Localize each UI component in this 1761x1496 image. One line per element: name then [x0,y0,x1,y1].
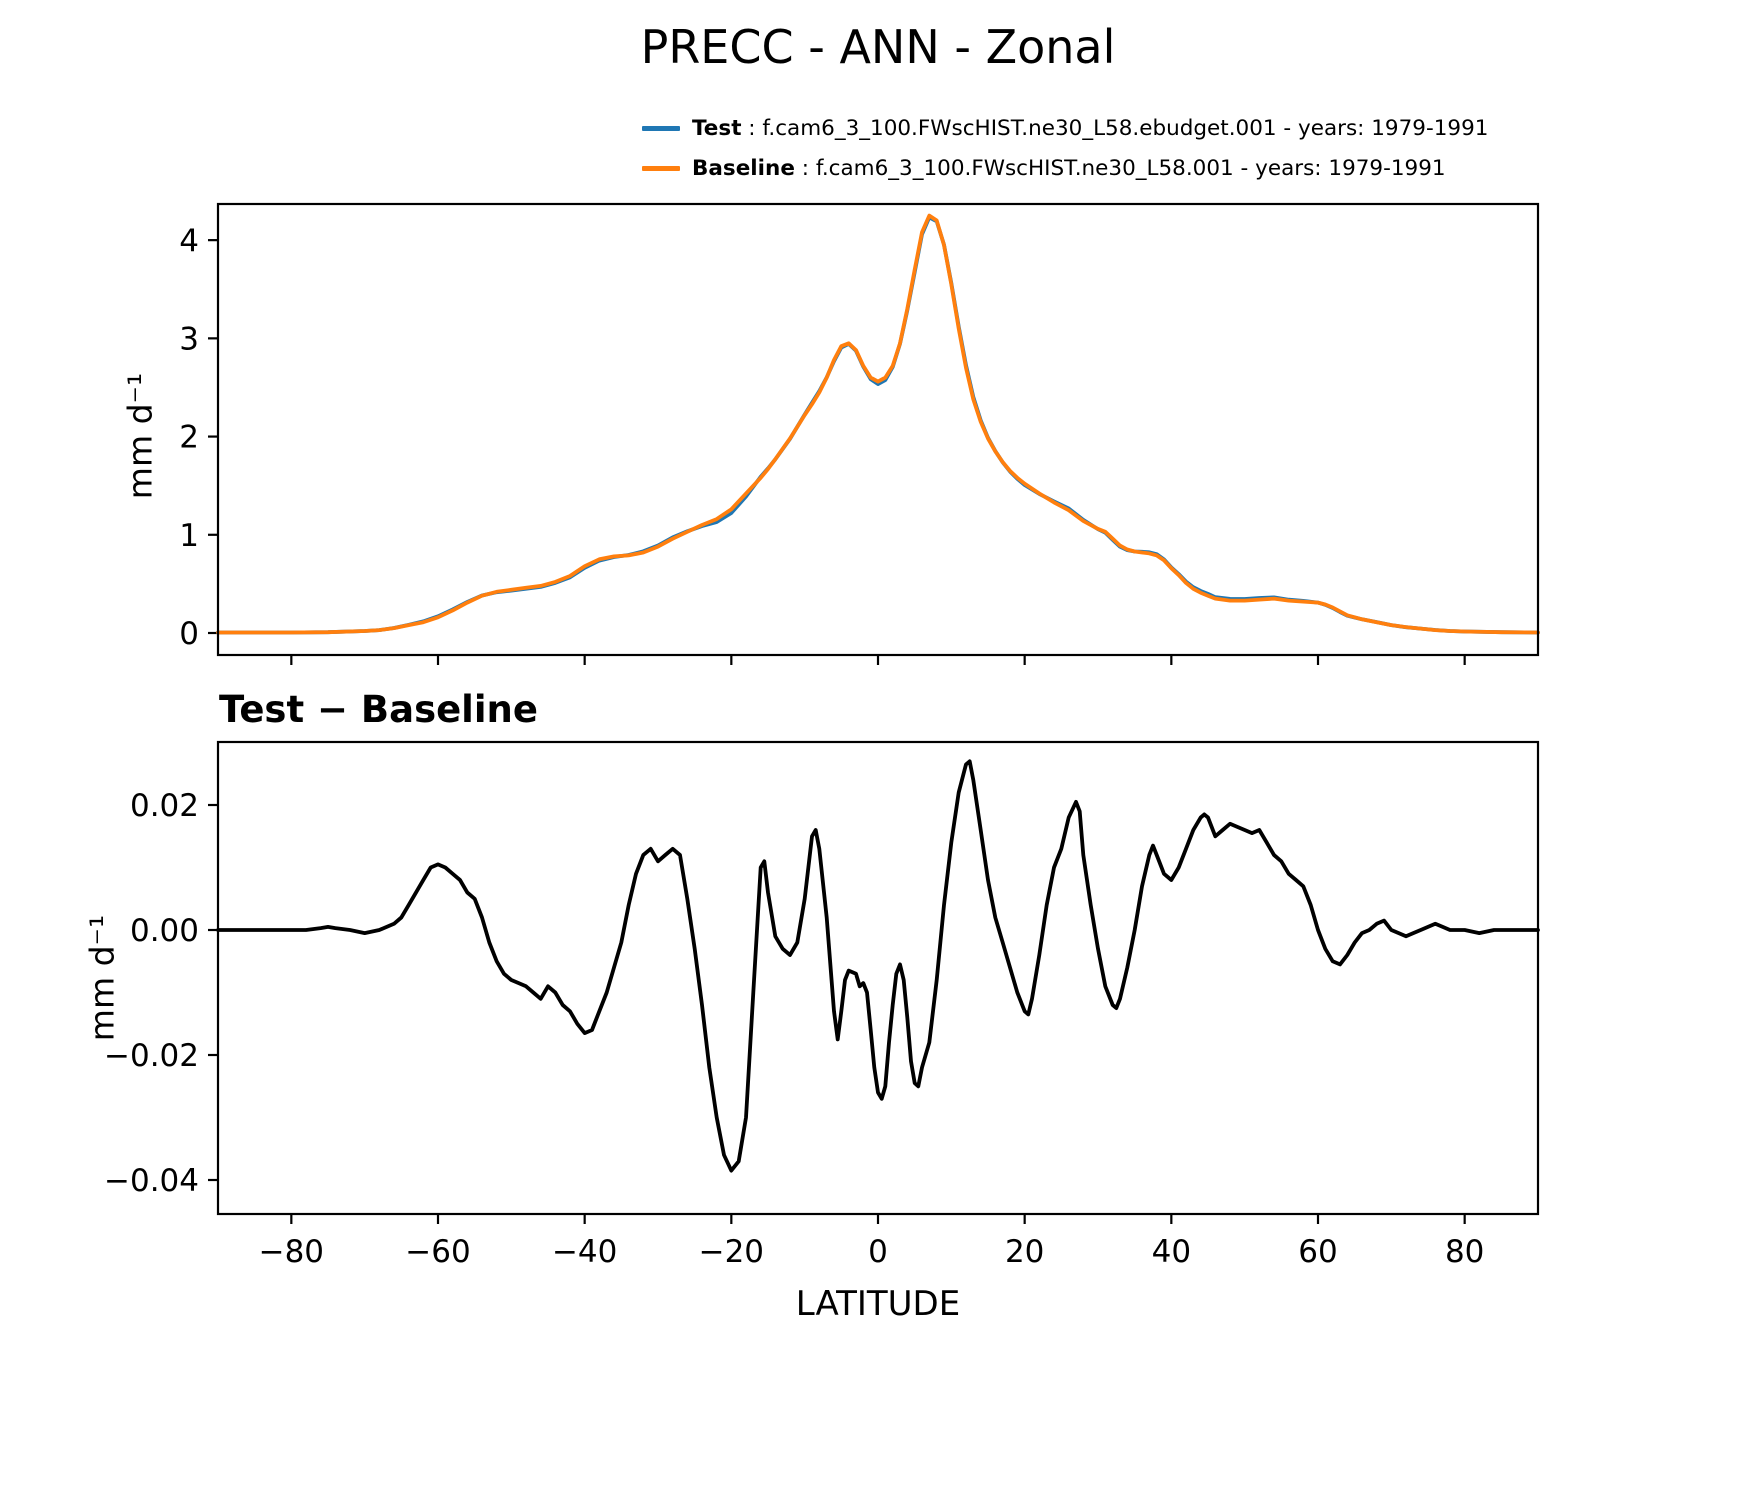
axes-frame [216,740,1540,1216]
legend-label-test: Test [692,115,742,141]
x-tick-label: −20 [699,1234,764,1270]
legend-item-test: Test : f.cam6_3_100.FWscHIST.ne30_L58.eb… [642,108,1488,148]
x-tick-label: −60 [405,1234,470,1270]
legend-item-baseline: Baseline : f.cam6_3_100.FWscHIST.ne30_L5… [642,148,1488,188]
legend: Test : f.cam6_3_100.FWscHIST.ne30_L58.eb… [642,108,1488,188]
legend-desc-test: : f.cam6_3_100.FWscHIST.ne30_L58.ebudget… [741,115,1489,141]
figure-title: PRECC - ANN - Zonal [640,20,1116,74]
legend-entry-test: Test : f.cam6_3_100.FWscHIST.ne30_L58.eb… [692,116,1488,141]
x-axis-label: LATITUDE [795,1284,961,1324]
y-tick-label: −0.04 [104,1163,199,1199]
baseline-line-swatch [642,165,680,171]
x-tick-label: −80 [259,1234,324,1270]
legend-entry-baseline: Baseline : f.cam6_3_100.FWscHIST.ne30_L5… [692,156,1446,181]
x-tick-label: −40 [552,1234,617,1270]
test-baseline-line [216,759,1540,1173]
baseline-line [216,213,1540,635]
legend-label-baseline: Baseline [692,155,795,181]
y-tick-label: 0.02 [130,788,199,824]
x-tick-label: 20 [1005,1234,1044,1270]
difference-panel-title: Test − Baseline [219,688,538,731]
x-tick-label: 60 [1298,1234,1337,1270]
legend-desc-baseline: : f.cam6_3_100.FWscHIST.ne30_L58.001 - y… [794,155,1446,181]
y-tick-label: 0 [179,616,199,652]
y-tick-label: 1 [179,518,199,554]
y-tick-label: −0.02 [104,1038,199,1074]
axes-frame [216,202,1540,657]
y-tick-label: 4 [179,223,199,259]
x-tick-label: 0 [868,1234,888,1270]
y-tick-label: 2 [179,420,199,456]
y-tick-label: 0.00 [130,913,199,949]
x-tick-label: 40 [1152,1234,1191,1270]
test-line-swatch [642,125,680,131]
x-tick-label: 80 [1445,1234,1484,1270]
y-tick-label: 3 [179,322,199,358]
